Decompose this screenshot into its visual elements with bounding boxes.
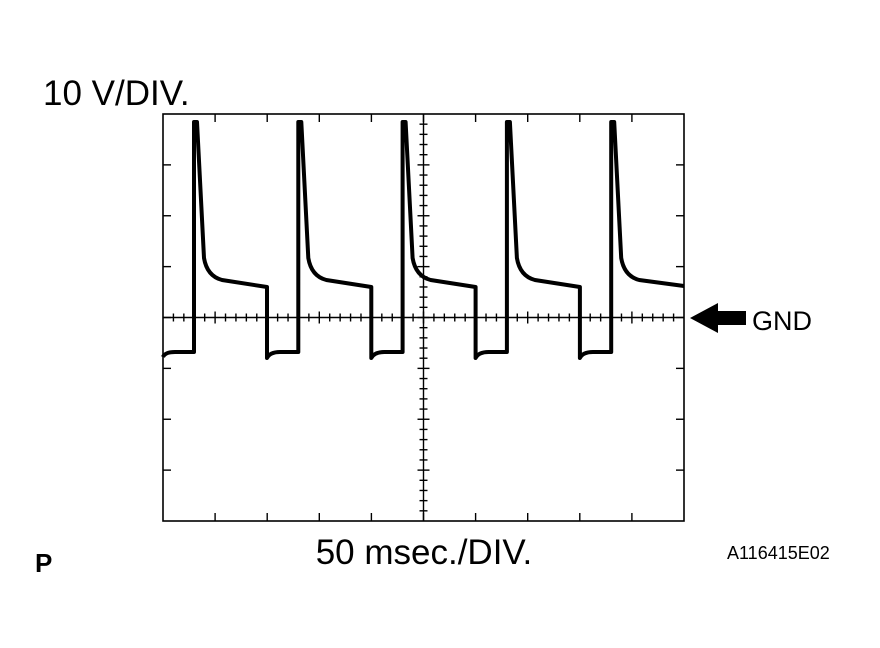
volts-per-div: 10 V/DIV.: [43, 74, 190, 113]
figure-id: A116415E02: [727, 543, 830, 563]
gnd-label: GND: [752, 306, 812, 336]
waveform: [161, 120, 685, 360]
gnd-arrow: [690, 303, 746, 333]
time-per-div: 50 msec./DIV.: [316, 533, 533, 572]
scope-grid: [163, 114, 684, 521]
mode-label: P: [35, 548, 52, 578]
